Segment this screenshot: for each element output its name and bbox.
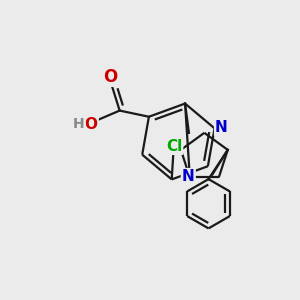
Text: N: N xyxy=(215,120,228,135)
Text: N: N xyxy=(182,169,195,184)
Text: Cl: Cl xyxy=(166,139,182,154)
Text: H: H xyxy=(73,117,85,131)
Text: O: O xyxy=(103,68,118,86)
Text: O: O xyxy=(85,117,98,132)
